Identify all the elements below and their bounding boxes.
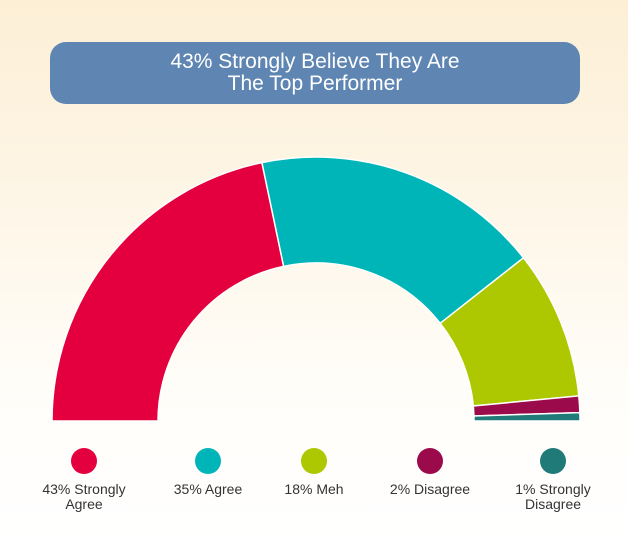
legend-item-strongly-disagree: 1% Strongly Disagree xyxy=(493,448,613,512)
slice-strongly-disagree xyxy=(473,411,581,422)
slice-agree xyxy=(261,156,525,325)
legend-item-meh: 18% Meh xyxy=(254,448,374,497)
legend-item-agree: 35% Agree xyxy=(148,448,268,497)
legend-swatch-meh xyxy=(301,448,327,474)
legend-swatch-strongly-agree xyxy=(71,448,97,474)
legend-label-disagree: 2% Disagree xyxy=(389,481,471,497)
legend-label-strongly-disagree: 1% Strongly Disagree xyxy=(515,481,591,512)
chart-title-line-2: The Top Performer xyxy=(227,72,403,95)
legend-swatch-strongly-disagree xyxy=(540,448,566,474)
legend-item-strongly-agree: 43% Strongly Agree xyxy=(24,448,144,512)
legend-swatch-disagree xyxy=(417,448,443,474)
legend-label-meh: 18% Meh xyxy=(284,481,344,497)
chart-legend: 43% Strongly Agree 35% Agree 18% Meh 2% … xyxy=(0,448,628,528)
chart-title-line-1: 43% Strongly Believe They Are xyxy=(170,50,460,73)
legend-item-disagree: 2% Disagree xyxy=(370,448,490,497)
legend-label-strongly-agree: 43% Strongly Agree xyxy=(42,481,126,512)
legend-swatch-agree xyxy=(195,448,221,474)
semi-donut-chart xyxy=(51,156,581,422)
slice-strongly-agree xyxy=(51,161,285,422)
chart-title: 43% Strongly Believe They Are The Top Pe… xyxy=(50,42,580,104)
legend-label-agree: 35% Agree xyxy=(173,481,243,497)
